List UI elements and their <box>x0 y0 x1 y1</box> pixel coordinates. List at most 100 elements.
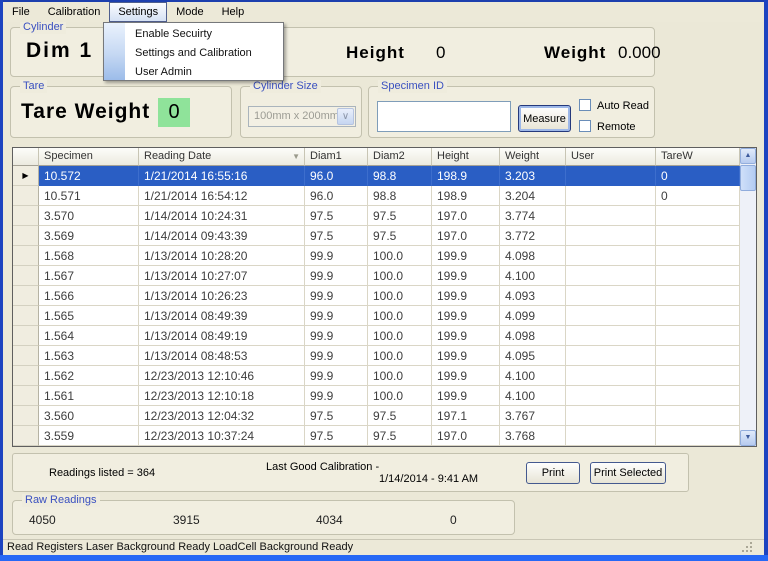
cylinder-size-select[interactable]: 100mm x 200mm ∨ <box>248 106 356 127</box>
column-header-height[interactable]: Height <box>432 148 500 166</box>
column-header-reading date[interactable]: Reading Date ▼ <box>139 148 305 166</box>
row-selector-header[interactable] <box>13 148 39 166</box>
auto-read-checkbox[interactable] <box>579 99 591 111</box>
scroll-down-icon[interactable]: ▼ <box>740 430 756 446</box>
cell[interactable]: 4.100 <box>500 266 566 286</box>
menu-item-settings-and-calibration[interactable]: Settings and Calibration <box>135 47 252 59</box>
column-header-specimen[interactable]: Specimen <box>39 148 139 166</box>
cell[interactable]: 3.570 <box>39 206 139 226</box>
cell[interactable]: 1/13/2014 10:27:07 <box>139 266 305 286</box>
print-selected-button[interactable]: Print Selected <box>590 462 666 484</box>
cell[interactable] <box>566 286 656 306</box>
row-selector[interactable] <box>13 406 39 426</box>
row-selector[interactable] <box>13 426 39 446</box>
cell[interactable]: 4.098 <box>500 246 566 266</box>
cell[interactable] <box>656 226 740 246</box>
cell[interactable]: 99.9 <box>305 266 368 286</box>
cell[interactable]: 10.571 <box>39 186 139 206</box>
cell[interactable] <box>566 306 656 326</box>
cell[interactable] <box>566 186 656 206</box>
cell[interactable] <box>566 226 656 246</box>
table-row[interactable]: 1.566 1/13/2014 10:26:23 99.9 100.0 199.9 4.0… <box>13 286 756 306</box>
cell[interactable]: 199.9 <box>432 386 500 406</box>
cell[interactable]: 99.9 <box>305 306 368 326</box>
cell[interactable] <box>566 386 656 406</box>
cell[interactable] <box>566 206 656 226</box>
row-selector[interactable] <box>13 306 39 326</box>
cell[interactable]: 199.9 <box>432 306 500 326</box>
cell[interactable]: 97.5 <box>368 406 432 426</box>
cell[interactable]: 12/23/2013 12:10:18 <box>139 386 305 406</box>
cell[interactable]: 197.0 <box>432 226 500 246</box>
row-selector[interactable] <box>13 366 39 386</box>
cell[interactable]: 98.8 <box>368 166 432 186</box>
table-row[interactable]: 1.565 1/13/2014 08:49:39 99.9 100.0 199.9 4.0… <box>13 306 756 326</box>
cell[interactable]: 199.9 <box>432 266 500 286</box>
cell[interactable]: 3.768 <box>500 426 566 446</box>
table-row[interactable]: 3.569 1/14/2014 09:43:39 97.5 97.5 197.0 3.77… <box>13 226 756 246</box>
cell[interactable] <box>656 286 740 306</box>
table-row[interactable]: 3.570 1/14/2014 10:24:31 97.5 97.5 197.0 3.77… <box>13 206 756 226</box>
table-row[interactable]: 3.559 12/23/2013 10:37:24 97.5 97.5 197.0 3.7… <box>13 426 756 446</box>
column-header-weight[interactable]: Weight <box>500 148 566 166</box>
specimen-id-input[interactable] <box>377 101 511 132</box>
cell[interactable] <box>656 346 740 366</box>
cell[interactable] <box>566 266 656 286</box>
cell[interactable]: 1/21/2014 16:54:12 <box>139 186 305 206</box>
cell[interactable]: 97.5 <box>305 206 368 226</box>
cell[interactable]: 0 <box>656 166 740 186</box>
table-row[interactable]: 1.568 1/13/2014 10:28:20 99.9 100.0 199.9 4.0… <box>13 246 756 266</box>
cell[interactable]: 1.563 <box>39 346 139 366</box>
cell[interactable]: 197.0 <box>432 206 500 226</box>
row-selector[interactable]: ▶ <box>13 166 39 186</box>
scroll-up-icon[interactable]: ▲ <box>740 148 756 164</box>
cell[interactable]: 199.9 <box>432 286 500 306</box>
cell[interactable]: 1/13/2014 08:49:19 <box>139 326 305 346</box>
cell[interactable]: 3.560 <box>39 406 139 426</box>
table-row[interactable]: 1.567 1/13/2014 10:27:07 99.9 100.0 199.9 4.1… <box>13 266 756 286</box>
cell[interactable]: 3.204 <box>500 186 566 206</box>
cell[interactable] <box>566 366 656 386</box>
column-header-diam1[interactable]: Diam1 <box>305 148 368 166</box>
measure-button[interactable]: Measure <box>518 105 571 132</box>
cell[interactable]: 12/23/2013 10:37:24 <box>139 426 305 446</box>
menu-item-mode[interactable]: Mode <box>176 6 204 18</box>
cell[interactable]: 97.5 <box>368 206 432 226</box>
cell[interactable]: 197.0 <box>432 426 500 446</box>
cell[interactable]: 1.562 <box>39 366 139 386</box>
cell[interactable]: 96.0 <box>305 186 368 206</box>
cell[interactable]: 12/23/2013 12:10:46 <box>139 366 305 386</box>
cell[interactable]: 100.0 <box>368 246 432 266</box>
cell[interactable]: 3.569 <box>39 226 139 246</box>
column-header-tarew[interactable]: TareW <box>656 148 740 166</box>
cell[interactable]: 3.772 <box>500 226 566 246</box>
menu-item-file[interactable]: File <box>12 6 30 18</box>
cell[interactable]: 10.572 <box>39 166 139 186</box>
cell[interactable]: 97.5 <box>305 226 368 246</box>
cell[interactable]: 97.5 <box>368 226 432 246</box>
cell[interactable]: 1/13/2014 08:48:53 <box>139 346 305 366</box>
cell[interactable]: 0 <box>656 186 740 206</box>
table-row[interactable]: 1.562 12/23/2013 12:10:46 99.9 100.0 199.9 4.… <box>13 366 756 386</box>
menu-item-settings[interactable]: Settings <box>109 2 168 22</box>
cell[interactable]: 99.9 <box>305 326 368 346</box>
print-button[interactable]: Print <box>526 462 580 484</box>
cell[interactable]: 1/14/2014 09:43:39 <box>139 226 305 246</box>
cell[interactable]: 1.566 <box>39 286 139 306</box>
cell[interactable]: 12/23/2013 12:04:32 <box>139 406 305 426</box>
cell[interactable] <box>566 326 656 346</box>
cell[interactable]: 197.1 <box>432 406 500 426</box>
cell[interactable]: 100.0 <box>368 346 432 366</box>
table-row[interactable]: ▶ 10.572 1/21/2014 16:55:16 96.0 98.8 198.9 3.… <box>13 166 756 186</box>
table-row[interactable]: 1.561 12/23/2013 12:10:18 99.9 100.0 199.9 4.… <box>13 386 756 406</box>
cell[interactable]: 1.567 <box>39 266 139 286</box>
cell[interactable]: 4.099 <box>500 306 566 326</box>
cell[interactable]: 4.098 <box>500 326 566 346</box>
cell[interactable]: 1/13/2014 08:49:39 <box>139 306 305 326</box>
cell[interactable]: 4.100 <box>500 366 566 386</box>
cell[interactable]: 199.9 <box>432 246 500 266</box>
cell[interactable]: 1.568 <box>39 246 139 266</box>
cell[interactable] <box>566 346 656 366</box>
cell[interactable]: 1/13/2014 10:26:23 <box>139 286 305 306</box>
menu-item-user-admin[interactable]: User Admin <box>135 66 192 78</box>
